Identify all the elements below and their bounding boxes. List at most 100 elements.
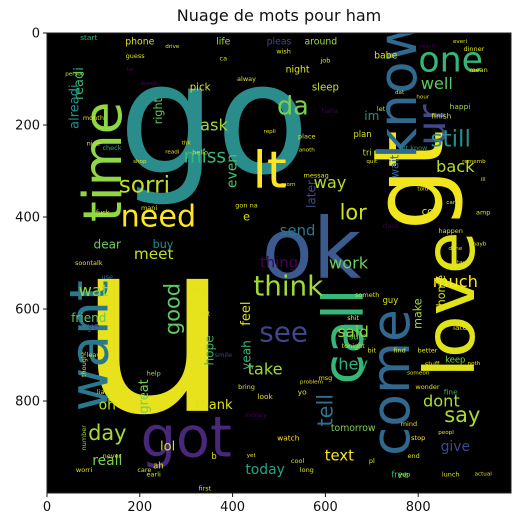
word-repli: repli <box>264 129 277 135</box>
y-tick-label: 0 <box>32 27 40 42</box>
word-love: love <box>410 231 491 377</box>
word-wonder: wonder <box>415 383 440 391</box>
word-first: first <box>198 484 211 492</box>
word-lor: lor <box>340 200 368 224</box>
word-know: know <box>366 18 429 159</box>
word-free: free <box>391 470 408 480</box>
word-yup: yup <box>398 471 410 479</box>
word-said: said <box>338 323 369 341</box>
word-better: better <box>418 346 438 354</box>
word-watch: watch <box>277 433 300 442</box>
y-tick-label: 800 <box>15 395 40 410</box>
word-text: text <box>325 448 354 465</box>
word-amp: amp <box>476 208 490 216</box>
word-earli: earli <box>147 471 161 479</box>
word-quit: quit <box>366 159 378 165</box>
word-send: send <box>280 222 316 239</box>
word-happi: happi <box>450 102 471 111</box>
word-yeah: yeah <box>240 340 254 370</box>
word-mean: mean <box>469 66 487 74</box>
word-guy: guy <box>383 295 399 305</box>
word-come: come <box>359 309 422 456</box>
word-long: long <box>300 466 314 474</box>
word-gt: gt <box>352 130 465 230</box>
word-still: still <box>430 125 471 152</box>
word-today: today <box>245 462 285 478</box>
word-dinner: dinner <box>463 45 484 53</box>
word-everi: everi <box>453 39 467 45</box>
word-yet: yet <box>247 453 257 459</box>
word-msg: msg <box>318 374 332 382</box>
word-bit: bit <box>368 346 377 354</box>
word-fine: fine <box>444 387 458 396</box>
word-late: late <box>453 323 467 332</box>
word-thought: thought <box>80 351 88 377</box>
word-sleep: sleep <box>312 83 339 94</box>
word-look: look <box>257 392 273 401</box>
word-reall: reall <box>92 453 122 469</box>
word-make: make <box>412 298 425 329</box>
word-phone: phone <box>125 37 154 48</box>
plot-frame <box>46 32 512 494</box>
word-pleas: pleas <box>267 37 292 48</box>
word-rememb: rememb <box>462 159 486 165</box>
word-b: b <box>211 451 216 461</box>
word-den: den <box>441 366 452 372</box>
word-even: even <box>225 154 241 188</box>
word-shit: shit <box>347 314 359 322</box>
y-axis: 0 200 400 600 800 <box>15 27 47 410</box>
word-morn: morn <box>281 182 296 188</box>
word-tri: tri <box>363 148 372 158</box>
word-e: e <box>243 211 250 224</box>
word-later: later <box>305 180 319 208</box>
word-happen: happen <box>438 227 462 235</box>
word-much: much <box>433 272 478 291</box>
word-haha: haha <box>322 107 338 115</box>
word-meet: meet <box>134 245 174 263</box>
word-bring: bring <box>238 383 255 391</box>
word-let-know: let know <box>400 144 428 152</box>
word-done: done <box>448 246 463 252</box>
y-tick-label: 600 <box>15 303 40 318</box>
word-ah: ah <box>153 460 163 470</box>
word-use: use <box>102 273 114 281</box>
plot-background <box>47 33 511 493</box>
word-miss: miss <box>183 147 226 168</box>
word-got: got <box>141 405 232 470</box>
word-say: say <box>444 403 480 427</box>
word-thing: thing <box>260 255 298 272</box>
word-anoth: anoth <box>299 147 316 153</box>
word-let: let <box>377 105 386 113</box>
word-end: end <box>407 452 419 460</box>
word-fuck: fuck <box>96 208 110 216</box>
word-shop: shop <box>133 159 147 165</box>
word-car: car <box>446 200 456 206</box>
y-tick-label: 200 <box>15 119 40 134</box>
word-reach: reach <box>420 44 436 50</box>
word-wish: wish <box>276 47 291 55</box>
word-person: person <box>65 71 85 77</box>
word-work: work <box>329 254 369 273</box>
x-tick-label: 400 <box>220 500 245 515</box>
word-co: co <box>422 207 434 218</box>
word-friend: friend <box>71 311 106 325</box>
word-think: think <box>253 270 324 303</box>
word-guess: guess <box>126 52 146 60</box>
word-thk: thk <box>182 140 192 146</box>
word-class: class <box>382 222 399 230</box>
word-someon: someon <box>407 370 430 376</box>
word-need: need <box>121 200 196 235</box>
word-smile: smile <box>215 351 232 359</box>
word-noth: noth <box>468 361 481 367</box>
word-never: never <box>103 452 122 460</box>
word-ur: ur <box>409 104 455 146</box>
word-home: home <box>435 275 448 307</box>
word-dont: dont <box>423 392 460 411</box>
word-lol: lol <box>160 440 175 455</box>
word-drive: drive <box>165 44 180 50</box>
word-way: way <box>314 173 347 192</box>
word-ye: ye <box>87 322 99 333</box>
word-nice: nice <box>87 139 101 147</box>
